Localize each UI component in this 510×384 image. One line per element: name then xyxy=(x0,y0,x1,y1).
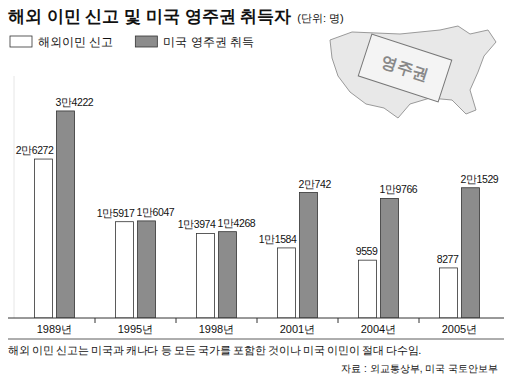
bar xyxy=(462,188,480,318)
x-tick-label: 1998년 xyxy=(199,323,234,335)
bar xyxy=(219,232,237,318)
bar xyxy=(359,260,377,318)
x-tick-label: 1995년 xyxy=(118,323,153,335)
data-label: 2만6272 xyxy=(16,144,54,156)
bar xyxy=(116,222,134,318)
x-tick-label: 2004년 xyxy=(361,323,396,335)
data-label: 1만5917 xyxy=(97,207,135,219)
data-label: 2만742 xyxy=(299,178,332,190)
data-label: 1만3974 xyxy=(178,218,216,230)
baseline xyxy=(8,318,504,319)
category-separator xyxy=(257,318,258,323)
x-tick-label: 2005년 xyxy=(442,323,477,335)
legend-swatch xyxy=(135,36,157,47)
data-label: 1만6047 xyxy=(137,206,175,218)
chart: 영주권 해외 이민 신고 및 미국 영주권 취득자 (단위: 명) 해외이민 신고 미국… xyxy=(0,0,510,384)
category-separator xyxy=(95,318,96,323)
bar xyxy=(197,233,215,318)
x-tick-label: 2001년 xyxy=(280,323,315,335)
bar xyxy=(35,159,53,318)
bars xyxy=(35,111,480,318)
bar xyxy=(381,198,399,318)
x-tick-label: 1989년 xyxy=(37,323,72,335)
subtitle: (단위: 명) xyxy=(297,12,343,24)
bar xyxy=(138,221,156,318)
data-labels: 2만6272 1만5917 1만3974 1만1584 9559 8277 3만4222 1만… xyxy=(16,96,499,265)
source: 자료 : 외교통상부, 미국 국토안보부 xyxy=(341,363,498,374)
bar xyxy=(300,193,318,318)
data-label: 1만4268 xyxy=(218,217,256,229)
data-label: 3만4222 xyxy=(56,96,94,108)
footnote: 해외 이민 신고는 미국과 캐나다 등 모든 국가를 포함한 것이나 미국 이민… xyxy=(8,344,421,356)
illustration: 영주권 xyxy=(330,26,496,118)
card-text: 영주권 xyxy=(379,53,430,84)
background xyxy=(0,0,510,384)
legend: 해외이민 신고 미국 영주권 취득 xyxy=(10,35,254,49)
data-label: 2만1529 xyxy=(461,173,499,185)
category-separator xyxy=(176,318,177,323)
value-axis-line xyxy=(14,76,15,318)
title: 해외 이민 신고 및 미국 영주권 취득자 xyxy=(8,7,291,26)
bar xyxy=(57,111,75,318)
bar xyxy=(440,268,458,318)
category-band-line xyxy=(8,339,504,340)
bar xyxy=(278,248,296,318)
category-separator xyxy=(338,318,339,323)
data-label: 9559 xyxy=(356,245,378,257)
data-label: 1만1584 xyxy=(259,233,297,245)
data-label: 1만9766 xyxy=(380,183,418,195)
category-separator xyxy=(419,318,420,323)
us-map xyxy=(330,26,496,118)
legend-label: 미국 영주권 취득 xyxy=(163,35,254,49)
legend-label: 해외이민 신고 xyxy=(38,35,113,49)
card-shape xyxy=(358,34,451,102)
card: 영주권 xyxy=(358,34,451,102)
data-label: 8277 xyxy=(437,253,459,265)
legend-swatch xyxy=(10,36,32,47)
